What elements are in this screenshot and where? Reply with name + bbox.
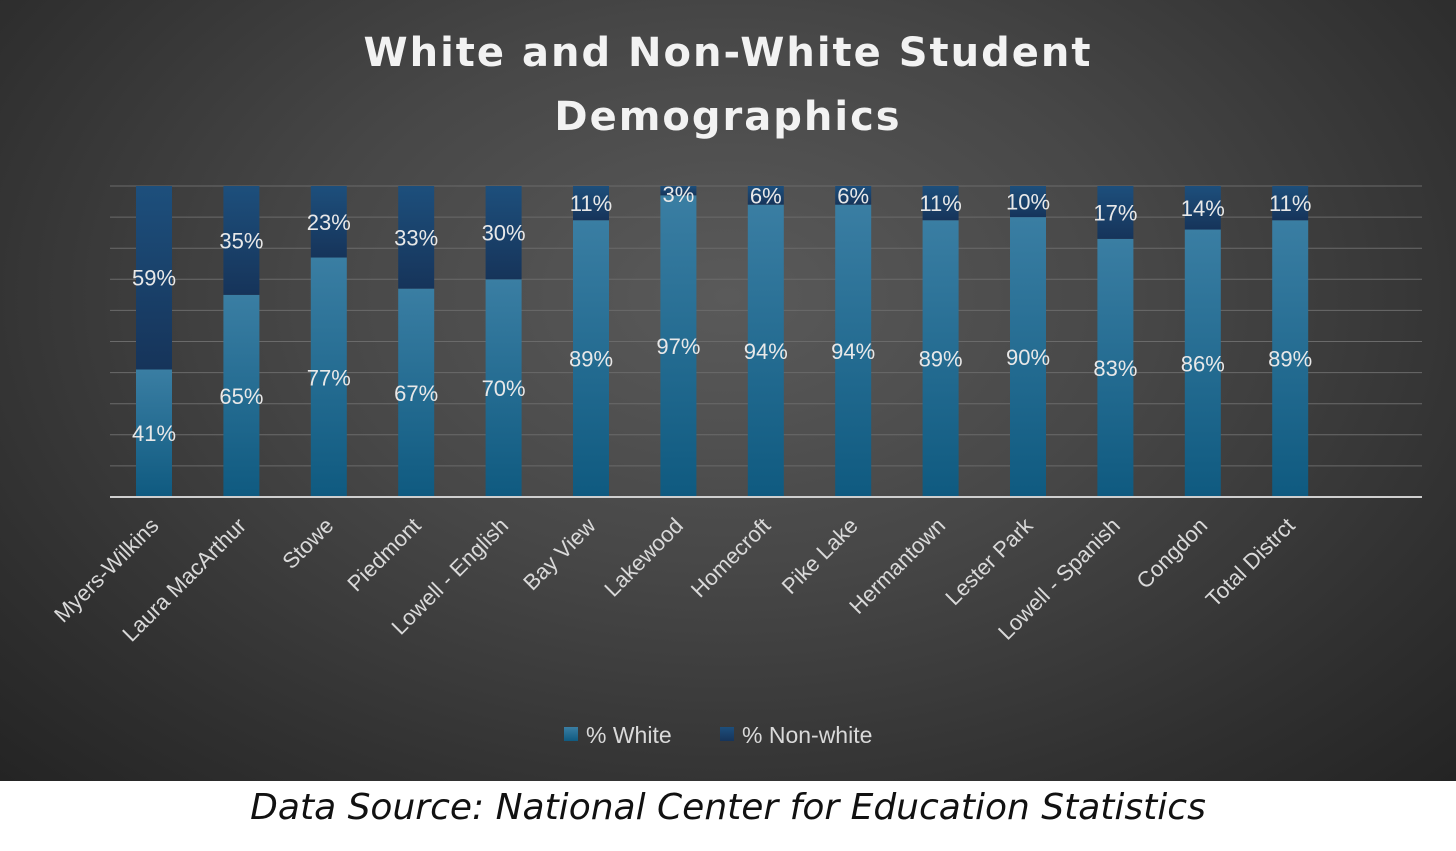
- data-label-white: 89%: [569, 347, 613, 372]
- data-label-white: 77%: [307, 365, 351, 390]
- source-caption: Data Source: National Center for Educati…: [250, 787, 1206, 828]
- data-label-white: 70%: [482, 376, 526, 401]
- legend-swatch: [720, 727, 734, 741]
- bar-nonwhite: [1272, 186, 1309, 221]
- bar-nonwhite: [1097, 186, 1134, 239]
- data-label-white: 94%: [831, 339, 875, 364]
- x-tick-label: Lakewood: [599, 513, 688, 602]
- bar-nonwhite: [573, 186, 609, 221]
- bar-nonwhite: [747, 186, 784, 205]
- x-tick-label: Total Distrct: [1201, 513, 1300, 612]
- bar-white: [922, 220, 959, 497]
- bar-white: [747, 204, 784, 497]
- bar-nonwhite: [310, 186, 347, 258]
- bar-white: [223, 294, 260, 497]
- bar-white: [660, 195, 697, 497]
- x-tick-label: Pike Lake: [777, 513, 863, 599]
- data-label-white: 97%: [656, 334, 700, 359]
- bar-nonwhite: [922, 186, 959, 221]
- data-label-white: 41%: [132, 421, 176, 446]
- bar-white: [310, 257, 347, 497]
- x-tick-label: Homecroft: [686, 513, 775, 602]
- data-label-nonwhite: 3%: [663, 182, 695, 207]
- x-tick-label: Bay View: [518, 513, 600, 595]
- bar-nonwhite: [223, 186, 260, 295]
- x-tick-label: Piedmont: [342, 513, 425, 596]
- bar-white: [1272, 220, 1309, 497]
- bar-nonwhite: [835, 186, 872, 205]
- bar-nonwhite: [1184, 186, 1221, 230]
- legend: % White % Non-white: [564, 722, 872, 748]
- data-label-nonwhite: 35%: [219, 228, 263, 253]
- bar-white: [398, 288, 435, 497]
- bar-nonwhite: [660, 186, 697, 196]
- chart-title-line-2: Demographics: [554, 94, 901, 140]
- data-label-nonwhite: 33%: [394, 225, 438, 250]
- bar-white: [1184, 229, 1221, 498]
- bar-white: [485, 279, 522, 497]
- bar-white: [835, 204, 872, 497]
- data-label-white: 67%: [394, 381, 438, 406]
- legend-label: % Non-white: [742, 722, 872, 748]
- data-label-white: 65%: [219, 384, 263, 409]
- legend-swatch: [564, 727, 578, 741]
- data-label-nonwhite: 11%: [570, 191, 612, 216]
- data-label-nonwhite: 59%: [132, 266, 176, 291]
- data-label-nonwhite: 23%: [307, 210, 351, 235]
- data-label-white: 86%: [1181, 351, 1225, 376]
- data-label-nonwhite: 6%: [750, 183, 782, 208]
- data-label-white: 89%: [1268, 347, 1312, 372]
- bar-white: [136, 369, 172, 497]
- data-label-white: 83%: [1093, 356, 1137, 381]
- data-label-nonwhite: 30%: [482, 221, 526, 246]
- bars: 41% 59% 65% 35% 77% 23% 67% 33% 70% 30% 89% 11% 97% 3…: [132, 182, 1312, 498]
- bar-white: [1097, 238, 1134, 497]
- data-label-nonwhite: 11%: [919, 191, 961, 216]
- x-tick-label: Stowe: [277, 513, 338, 574]
- legend-label: % White: [586, 722, 672, 748]
- bar-nonwhite: [485, 186, 522, 280]
- data-label-nonwhite: 14%: [1181, 196, 1225, 221]
- data-label-nonwhite: 6%: [837, 183, 869, 208]
- bar-nonwhite: [136, 186, 172, 370]
- data-label-white: 94%: [744, 339, 788, 364]
- bar-nonwhite: [1010, 186, 1046, 218]
- x-tick-label: Congdon: [1132, 513, 1213, 594]
- bar-white: [1010, 217, 1046, 497]
- data-label-nonwhite: 10%: [1006, 190, 1050, 215]
- chart-panel: White and Non-White Student Demographics…: [0, 0, 1456, 781]
- bar-white: [573, 220, 609, 497]
- chart-title-line-1: White and Non-White Student: [364, 30, 1093, 76]
- chart: White and Non-White Student Demographics…: [49, 30, 1422, 748]
- data-label-white: 89%: [919, 347, 963, 372]
- data-label-white: 90%: [1006, 345, 1050, 370]
- data-label-nonwhite: 17%: [1093, 200, 1137, 225]
- bar-nonwhite: [398, 186, 435, 289]
- data-label-nonwhite: 11%: [1269, 191, 1311, 216]
